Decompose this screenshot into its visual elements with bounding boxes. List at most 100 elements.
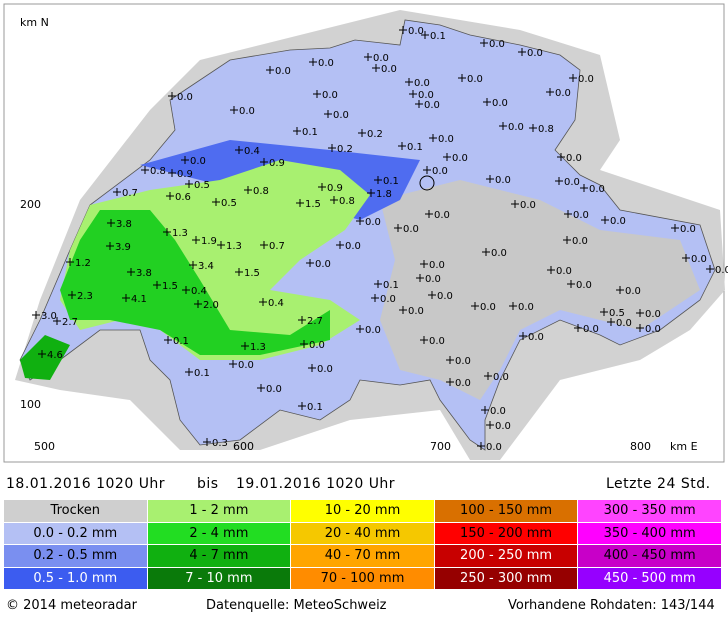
station-value: 0.0 [573, 210, 589, 221]
station-marker [356, 325, 364, 333]
x-label: 500 [34, 440, 55, 453]
station-value: 0.0 [275, 66, 291, 77]
station-marker [486, 175, 494, 183]
period-to: 19.01.2016 1020 Uhr [236, 476, 396, 492]
legend-entry: 150 - 200 mm [434, 522, 579, 545]
station-value: 0.0 [518, 302, 534, 313]
map: km N km E 200 100 500 600 700 800 0.0 0.1… [3, 3, 728, 463]
station-value: 0.0 [380, 294, 396, 305]
station-value: 0.0 [508, 122, 524, 133]
station-marker [483, 98, 491, 106]
station-marker [141, 166, 149, 174]
station-marker [458, 74, 466, 82]
station-marker [356, 217, 364, 225]
station-marker [480, 39, 488, 47]
station-value: 3.9 [115, 242, 131, 253]
station-value: 0.4 [244, 146, 260, 157]
station-marker [574, 324, 582, 332]
legend-entry: 0.5 - 1.0 mm [4, 567, 148, 590]
legend-entry: 40 - 70 mm [291, 545, 435, 568]
station-marker [580, 184, 588, 192]
station-marker [336, 241, 344, 249]
station-marker [481, 406, 489, 414]
station-marker [127, 268, 135, 276]
station-marker [163, 228, 171, 236]
station-marker [509, 302, 517, 310]
station-marker [168, 169, 176, 177]
station-value: 0.0 [266, 384, 282, 395]
station-value: 0.0 [467, 74, 483, 85]
station-marker [420, 336, 428, 344]
station-value: 0.0 [455, 356, 471, 367]
station-value: 3.4 [198, 261, 214, 272]
station-marker [194, 300, 202, 308]
station-marker [429, 134, 437, 142]
station-marker [192, 236, 200, 244]
station-marker [398, 142, 406, 150]
station-value: 2.7 [307, 316, 323, 327]
station-value: 0.7 [269, 241, 285, 252]
station-value: 0.0 [564, 177, 580, 188]
station-value: 1.5 [244, 268, 260, 279]
station-value: 0.1 [430, 31, 446, 42]
station-value: 0.0 [429, 260, 445, 271]
station-value: 0.0 [322, 90, 338, 101]
station-marker [300, 340, 308, 348]
station-marker [499, 122, 507, 130]
station-value: 0.0 [429, 336, 445, 347]
station-value: 0.0 [345, 241, 361, 252]
station-marker [260, 241, 268, 249]
station-marker [428, 291, 436, 299]
station-marker [374, 176, 382, 184]
station-value: 0.0 [556, 266, 572, 277]
station-marker [446, 378, 454, 386]
legend-entry: 10 - 20 mm [291, 500, 435, 523]
station-marker [296, 199, 304, 207]
station-marker [569, 74, 577, 82]
station-marker [636, 309, 644, 317]
station-value: 2.3 [77, 291, 93, 302]
station-value: 0.0 [610, 216, 626, 227]
station-value: 0.0 [578, 74, 594, 85]
station-marker [113, 188, 121, 196]
station-marker [68, 291, 76, 299]
station-value: 0.0 [572, 236, 588, 247]
legend-entry: 0.2 - 0.5 mm [4, 545, 148, 568]
station-value: 0.0 [691, 254, 707, 265]
station-value: 0.0 [490, 406, 506, 417]
source: Datenquelle: MeteoSchweiz [206, 598, 387, 613]
station-value: 0.5 [221, 198, 237, 209]
station-value: 0.0 [437, 291, 453, 302]
station-marker [682, 254, 690, 262]
station-marker [168, 92, 176, 100]
station-marker [421, 31, 429, 39]
station-value: 0.3 [212, 438, 228, 449]
station-value: 0.0 [589, 184, 605, 195]
station-marker [266, 66, 274, 74]
station-value: 3.8 [116, 219, 132, 230]
station-marker [32, 311, 40, 319]
station-value: 0.0 [418, 90, 434, 101]
station-marker [164, 336, 172, 344]
station-marker [446, 356, 454, 364]
period-span: Letzte 24 Std. [606, 476, 711, 492]
station-value: 0.1 [307, 402, 323, 413]
station-value: 0.1 [194, 368, 210, 379]
station-value: 0.0 [493, 372, 509, 383]
legend-entry: 400 - 450 mm [578, 545, 722, 568]
legend-entry: 350 - 400 mm [578, 522, 722, 545]
station-value: 0.0 [317, 364, 333, 375]
station-marker [308, 364, 316, 372]
station-value: 0.0 [414, 78, 430, 89]
station-marker [511, 200, 519, 208]
x-label: 800 [630, 440, 651, 453]
station-marker [420, 260, 428, 268]
station-marker [409, 90, 417, 98]
station-marker [38, 350, 46, 358]
station-value: 0.0 [616, 318, 632, 329]
city-marker [419, 175, 435, 191]
station-value: 0.4 [268, 298, 284, 309]
station-marker [189, 261, 197, 269]
station-value: 0.0 [438, 134, 454, 145]
